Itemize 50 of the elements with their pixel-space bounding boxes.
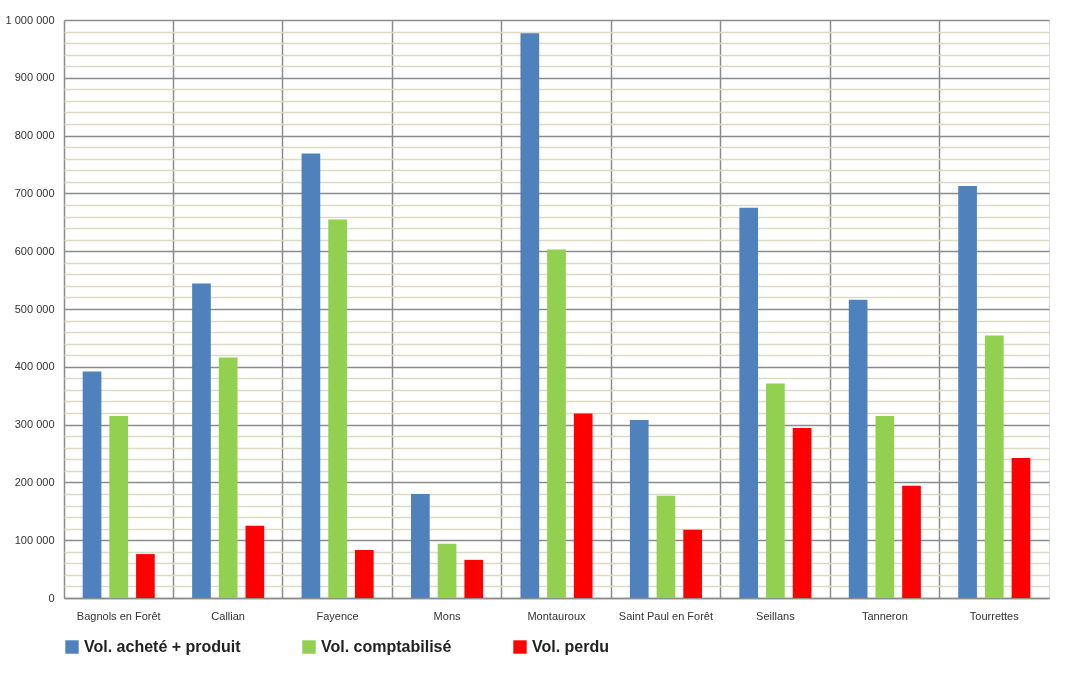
x-tick-label: Fayence	[316, 609, 359, 622]
bar	[766, 383, 785, 598]
x-tick-label: Bagnols en Forêt	[76, 609, 161, 622]
y-tick-label: 600 000	[14, 244, 55, 257]
bar	[192, 283, 211, 598]
y-tick-label: 200 000	[14, 475, 55, 488]
bar	[958, 185, 977, 598]
bar	[464, 559, 484, 598]
bar	[109, 415, 129, 598]
bar	[629, 419, 649, 598]
bar	[848, 299, 868, 598]
bar	[245, 525, 265, 598]
x-tick-label: Mons	[433, 609, 461, 622]
x-tick-label: Montauroux	[527, 609, 587, 622]
bar	[875, 415, 895, 598]
y-tick-label: 700 000	[14, 186, 55, 199]
bar	[354, 550, 374, 598]
legend-label: Vol. comptabilisé	[321, 638, 452, 655]
bar	[1011, 458, 1031, 598]
legend-label: Vol. perdu	[532, 638, 610, 655]
bar	[411, 493, 430, 598]
bar	[902, 485, 921, 598]
bar	[520, 33, 540, 598]
x-tick-label: Tourrettes	[969, 609, 1020, 622]
bar	[82, 371, 102, 598]
bar	[739, 207, 759, 598]
x-tick-label: Callian	[211, 609, 245, 622]
legend-label: Vol. acheté + produit	[84, 638, 242, 655]
x-tick-label: Seillans	[756, 609, 796, 622]
y-tick-label: 0	[48, 591, 55, 604]
bar	[547, 249, 566, 598]
bar	[656, 495, 676, 598]
bar	[328, 219, 347, 598]
bar	[792, 428, 812, 598]
bar	[301, 153, 321, 598]
bar	[437, 543, 457, 598]
x-tick-label: Tanneron	[861, 609, 908, 622]
bar	[573, 413, 593, 598]
bar	[218, 357, 238, 598]
y-tick-label: 100 000	[14, 533, 55, 546]
x-tick-label: Saint Paul en Forêt	[618, 609, 714, 622]
y-tick-label: 800 000	[14, 129, 55, 142]
bar	[984, 335, 1004, 598]
y-tick-label: 400 000	[14, 360, 55, 373]
y-tick-label: 300 000	[14, 418, 55, 431]
y-tick-label: 900 000	[14, 71, 55, 84]
bar	[683, 529, 702, 598]
y-tick-label: 1 000 000	[5, 13, 55, 26]
bar	[136, 554, 155, 598]
y-tick-label: 500 000	[14, 302, 55, 315]
